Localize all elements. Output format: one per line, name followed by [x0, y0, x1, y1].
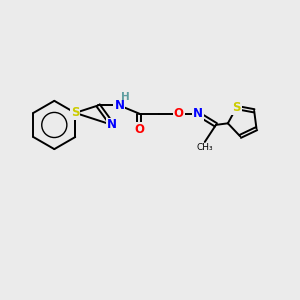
Text: N: N: [114, 99, 124, 112]
Text: O: O: [134, 123, 144, 136]
Text: N: N: [107, 118, 117, 131]
Text: N: N: [193, 107, 203, 120]
Text: S: S: [71, 106, 80, 119]
Text: H: H: [122, 92, 130, 102]
Text: S: S: [232, 101, 241, 114]
Text: O: O: [174, 107, 184, 120]
Text: CH₃: CH₃: [196, 143, 213, 152]
